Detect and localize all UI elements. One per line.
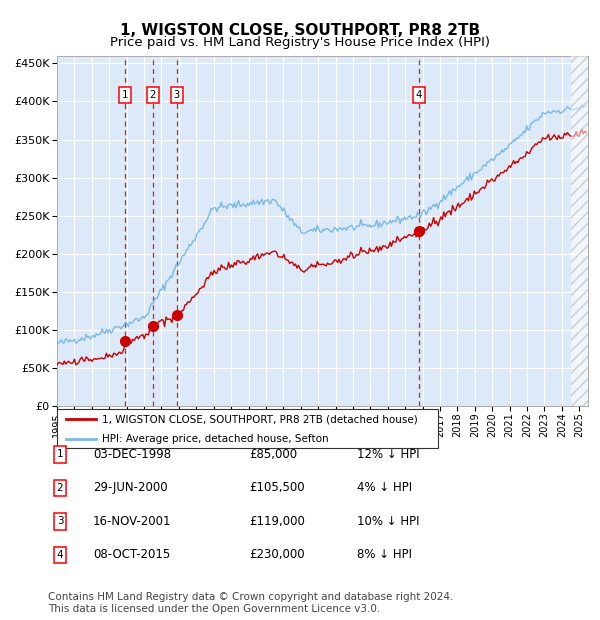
Text: 03-DEC-1998: 03-DEC-1998 bbox=[93, 448, 171, 461]
Text: 4: 4 bbox=[56, 550, 64, 560]
Bar bbox=[571, 56, 600, 406]
Text: 1, WIGSTON CLOSE, SOUTHPORT, PR8 2TB (detached house): 1, WIGSTON CLOSE, SOUTHPORT, PR8 2TB (de… bbox=[102, 414, 418, 424]
Text: 2: 2 bbox=[149, 91, 156, 100]
Text: £105,500: £105,500 bbox=[249, 482, 305, 494]
Text: 3: 3 bbox=[173, 91, 180, 100]
Text: £230,000: £230,000 bbox=[249, 549, 305, 561]
Text: Contains HM Land Registry data © Crown copyright and database right 2024.
This d: Contains HM Land Registry data © Crown c… bbox=[48, 592, 454, 614]
Text: 4% ↓ HPI: 4% ↓ HPI bbox=[357, 482, 412, 494]
Text: 2: 2 bbox=[56, 483, 64, 493]
Text: £119,000: £119,000 bbox=[249, 515, 305, 528]
Text: 10% ↓ HPI: 10% ↓ HPI bbox=[357, 515, 419, 528]
Text: HPI: Average price, detached house, Sefton: HPI: Average price, detached house, Seft… bbox=[102, 434, 329, 444]
Text: 4: 4 bbox=[415, 91, 422, 100]
Text: £85,000: £85,000 bbox=[249, 448, 297, 461]
Text: 3: 3 bbox=[56, 516, 64, 526]
Text: 29-JUN-2000: 29-JUN-2000 bbox=[93, 482, 167, 494]
Text: 8% ↓ HPI: 8% ↓ HPI bbox=[357, 549, 412, 561]
Text: Price paid vs. HM Land Registry's House Price Index (HPI): Price paid vs. HM Land Registry's House … bbox=[110, 36, 490, 49]
Text: 1: 1 bbox=[122, 91, 128, 100]
Text: 1, WIGSTON CLOSE, SOUTHPORT, PR8 2TB: 1, WIGSTON CLOSE, SOUTHPORT, PR8 2TB bbox=[120, 23, 480, 38]
Text: 08-OCT-2015: 08-OCT-2015 bbox=[93, 549, 170, 561]
Text: 12% ↓ HPI: 12% ↓ HPI bbox=[357, 448, 419, 461]
Text: 1: 1 bbox=[56, 450, 64, 459]
Text: 16-NOV-2001: 16-NOV-2001 bbox=[93, 515, 172, 528]
